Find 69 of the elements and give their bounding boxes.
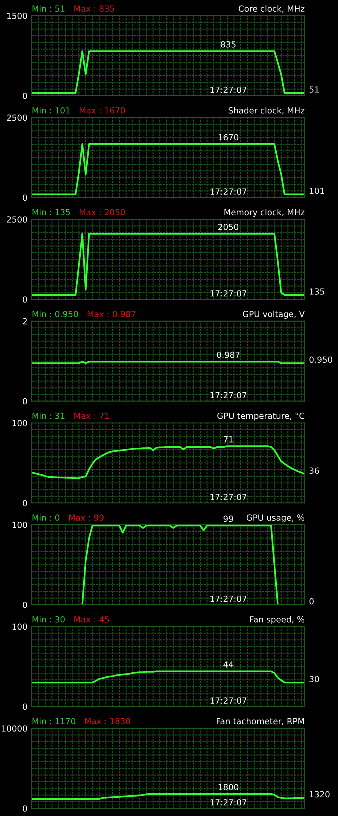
chart-title: Fan tachometer, RPM	[217, 718, 304, 726]
annotation: 17:27:07	[210, 290, 247, 297]
y-tick-label: 100	[12, 624, 28, 630]
annotation: 1800	[218, 784, 239, 790]
y-tick-label: 2	[23, 318, 27, 325]
y-tick-label: 0	[23, 806, 28, 812]
annotation: 1670	[218, 134, 239, 141]
annotation: 835	[221, 41, 236, 48]
line-series	[32, 144, 305, 196]
text: Min : 51	[32, 6, 65, 12]
text: 1320	[310, 791, 330, 798]
chart-title: GPU voltage, V	[243, 310, 305, 319]
y-tick-label: 2500	[7, 114, 28, 122]
annotation: 17:27:07	[210, 188, 247, 195]
text: Min : 0	[32, 514, 60, 521]
y-tick-label: 0	[23, 500, 28, 506]
text: Min : 31	[32, 412, 65, 420]
annotation: 17:27:07	[210, 698, 247, 704]
text: Max : 0.987	[88, 311, 136, 318]
text: Min : 101	[32, 107, 70, 114]
text: Max : 71	[74, 412, 109, 420]
text: Max : 1830	[85, 718, 130, 725]
chart-title: Shader clock, MHz	[228, 107, 305, 115]
line-series	[32, 233, 305, 296]
text: Max : 2050	[80, 209, 126, 216]
text: Min : 0.950	[32, 310, 78, 318]
y-tick-label: 0	[23, 602, 28, 608]
y-tick-label: 100	[12, 522, 28, 528]
annotation: 99	[224, 516, 234, 522]
text: Min : 135	[32, 209, 70, 216]
text: Min : 1170	[32, 718, 76, 725]
y-tick-label: 1500	[8, 12, 28, 20]
text: 135	[310, 288, 324, 295]
annotation: 17:27:07	[210, 596, 247, 602]
y-tick-label: 0	[23, 296, 28, 303]
y-tick-label: 2500	[7, 216, 28, 223]
annotation: 44	[224, 662, 234, 668]
text: Max : 835	[74, 6, 114, 12]
annotation: 0.987	[217, 352, 240, 358]
y-tick-label: 100	[12, 420, 28, 426]
chart-title: GPU usage, %	[246, 514, 305, 523]
annotation: 17:27:07	[210, 494, 247, 500]
y-tick-label: 0	[23, 398, 28, 405]
text: Max : 1670	[80, 107, 126, 114]
text: 36	[310, 468, 320, 474]
text: Max : 45	[74, 616, 110, 623]
annotation: 17:27:07	[210, 799, 247, 806]
chart-title: GPU temperature, °C	[218, 412, 305, 421]
text: 101	[310, 188, 324, 194]
text: 0	[310, 598, 314, 605]
text: Min : 30	[32, 616, 65, 623]
chart-title: Core clock, MHz	[239, 6, 305, 13]
line-series	[32, 525, 305, 605]
annotation: 17:27:07	[210, 392, 247, 399]
text: 30	[310, 676, 320, 682]
line-series	[32, 446, 305, 480]
y-tick-label: 10000	[2, 726, 28, 732]
text: Max : 99	[69, 514, 104, 521]
chart-title: Memory clock, MHz	[224, 209, 305, 218]
y-tick-label: 0	[23, 194, 28, 202]
text: 51	[310, 86, 319, 93]
annotation: 2050	[218, 224, 239, 230]
annotation: 71	[224, 436, 234, 443]
annotation: 17:27:07	[210, 86, 247, 94]
chart-title: Fan speed, %	[250, 616, 305, 624]
y-tick-label: 0	[23, 704, 28, 710]
text: 0.950	[310, 356, 332, 364]
line-series	[32, 670, 305, 684]
y-tick-label: 0	[23, 92, 28, 100]
